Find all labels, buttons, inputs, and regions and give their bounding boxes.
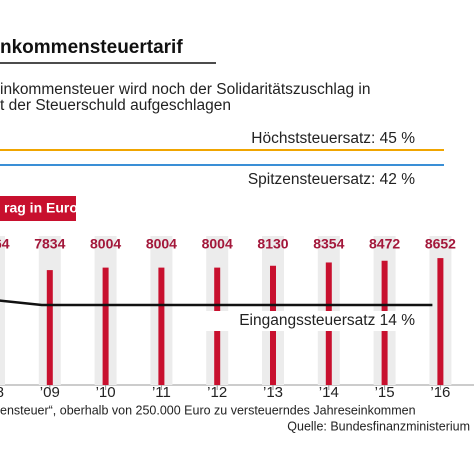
- footnote: ensteuer“, oberhalb von 250.000 Euro zu …: [0, 403, 416, 417]
- chart-title: nkommensteuertarif: [0, 37, 183, 58]
- x-tick-label: ’15: [375, 384, 395, 401]
- bar: [437, 258, 444, 385]
- value-label: 7834: [34, 236, 65, 252]
- bar: [158, 267, 165, 385]
- label-bg: [188, 311, 418, 331]
- reference-label: Spitzensteuersatz: 42 %: [248, 171, 415, 188]
- band-bg: [0, 236, 5, 385]
- x-tick-label: ’12: [207, 384, 227, 401]
- value-label: 7664: [0, 236, 10, 252]
- reference-label: Höchststeuersatz: 45 %: [251, 130, 415, 147]
- value-label: 8004: [146, 236, 177, 252]
- subtitle: inkommensteuer wird noch der Solidarität…: [0, 81, 370, 98]
- x-tick-label: ’13: [263, 384, 283, 401]
- bar: [46, 270, 53, 385]
- bar: [102, 267, 109, 385]
- x-tick-label: ’11: [152, 384, 171, 401]
- value-label: 8004: [202, 236, 233, 252]
- x-tick-label: ’16: [430, 384, 450, 401]
- x-tick-label: ’10: [96, 384, 116, 401]
- value-label: 8130: [257, 236, 288, 252]
- x-tick-label: ’08: [0, 384, 4, 401]
- value-label: 8652: [425, 236, 456, 252]
- subtitle: t der Steuerschuld aufgeschlagen: [0, 97, 231, 114]
- source: Quelle: Bundesfinanzministerium: [287, 419, 470, 433]
- value-label: 8354: [313, 236, 344, 252]
- x-tick-label: ’14: [319, 384, 339, 401]
- value-label: 8472: [369, 236, 400, 252]
- line-label: Eingangssteuersatz 14 %: [239, 312, 415, 329]
- label-box: [0, 196, 76, 221]
- bar-label: rag in Euro: [4, 200, 78, 216]
- rate-line: [0, 299, 433, 307]
- x-tick-label: ’09: [40, 384, 60, 401]
- value-label: 8004: [90, 236, 121, 252]
